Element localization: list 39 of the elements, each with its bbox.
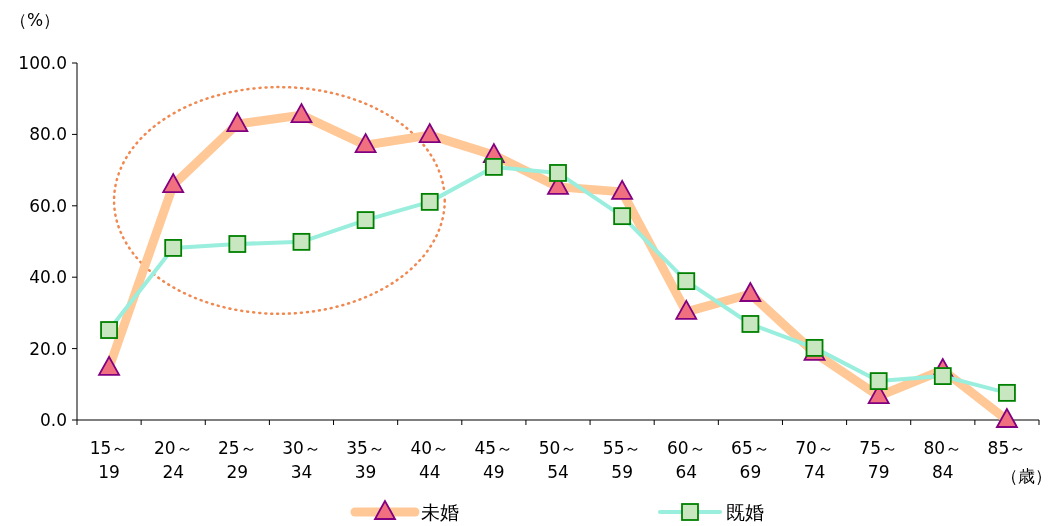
- point: [420, 192, 439, 211]
- point: [100, 321, 118, 339]
- y-tick-label: 20.0: [29, 338, 67, 359]
- y-axis-title: （%）: [10, 10, 61, 30]
- legend-label: 未婚: [421, 501, 459, 523]
- y-tick-label: 40.0: [29, 267, 67, 288]
- x-tick-label: 60～64: [666, 438, 706, 482]
- point: [356, 211, 375, 229]
- point: [164, 239, 183, 257]
- point: [549, 164, 567, 182]
- x-tick-label: 85～: [987, 438, 1027, 458]
- point: [933, 367, 952, 385]
- legend-label: 既婚: [726, 501, 764, 523]
- point: [869, 372, 888, 390]
- point: [613, 207, 632, 226]
- y-tick-label: 80.0: [29, 124, 67, 145]
- x-tick-label: 80～84: [923, 438, 963, 482]
- point: [484, 157, 503, 176]
- x-tick-label: 25～29: [218, 438, 257, 482]
- x-tick-label: 15～19: [89, 438, 129, 482]
- x-axis-title: （歳）: [1001, 466, 1052, 486]
- x-tick-label: 75～79: [859, 438, 898, 482]
- y-tick-label: 100.0: [18, 53, 67, 73]
- x-tick-label: 55～59: [602, 438, 642, 482]
- point: [741, 315, 760, 333]
- x-tick-label: 70～74: [795, 438, 834, 482]
- x-tick-label: 40～44: [410, 438, 450, 482]
- x-tick-label: 20～24: [153, 438, 193, 482]
- x-tick-label: 45～49: [474, 438, 514, 482]
- x-tick-label: 50～54: [538, 438, 578, 482]
- point: [677, 272, 696, 291]
- x-tick-label: 35～39: [346, 438, 385, 482]
- x-tick-label: 65～69: [731, 438, 770, 482]
- point: [292, 232, 311, 251]
- x-tick-label: 30～34: [282, 438, 321, 482]
- y-tick-label: 60.0: [29, 195, 67, 216]
- point: [998, 383, 1016, 402]
- point: [228, 235, 247, 253]
- y-tick-label: 0.0: [39, 410, 67, 430]
